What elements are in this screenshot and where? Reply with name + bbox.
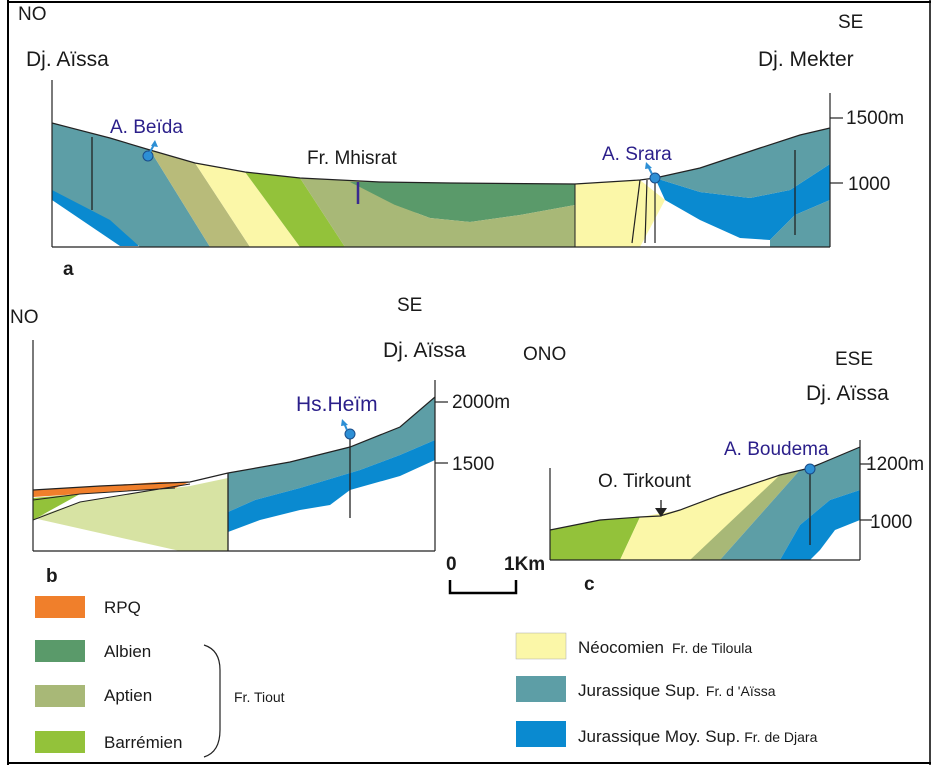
scale-bar: 0 1Km bbox=[446, 554, 545, 595]
cross-section-b: NO SE Dj. Aïssa Hs.Heïm 2000m 1500 b bbox=[10, 295, 510, 587]
section-c-barremien-layer bbox=[550, 517, 640, 560]
section-c-neocomien-layer bbox=[620, 470, 800, 560]
section-c-scale-1200: 1200m bbox=[866, 454, 924, 475]
section-b-scale-1500: 1500 bbox=[452, 454, 494, 475]
legend-swatch-barremien bbox=[35, 731, 85, 753]
section-a-jurassique-sup-layer-east bbox=[655, 128, 830, 198]
section-a-barremien-layer bbox=[245, 172, 345, 247]
legend-row-jurassique-moy: Jurassique Moy. Sup. Fr. de Djara bbox=[578, 727, 818, 746]
legend-swatch-jurassique-sup bbox=[516, 676, 566, 702]
section-b-right-place: Dj. Aïssa bbox=[383, 339, 466, 362]
section-c-right-place: Dj. Aïssa bbox=[806, 382, 889, 405]
spring-a-beida-icon bbox=[142, 150, 154, 162]
section-a-right-place: Dj. Mekter bbox=[758, 48, 854, 71]
section-c-jurassique-moy-layer bbox=[780, 490, 860, 560]
legend-row-jurassique-sup: Jurassique Sup. Fr. d 'Aïssa bbox=[578, 681, 776, 700]
legend-row-neocomien: Néocomien Fr. de Tiloula bbox=[578, 638, 752, 657]
section-b-aptien-layer bbox=[33, 478, 228, 551]
section-a-aptien-lower bbox=[395, 205, 575, 247]
legend: RPQ Albien Aptien Barrémien Fr. Tiout Né… bbox=[35, 596, 818, 758]
legend-group-brace bbox=[203, 644, 221, 758]
section-b-scale-2000: 2000m bbox=[452, 392, 510, 413]
section-a-scale-1500: 1500m bbox=[846, 108, 904, 129]
section-a-letter: a bbox=[63, 259, 74, 280]
section-c-spring-label: A. Boudema bbox=[724, 439, 829, 460]
section-b-jurassique-sup-layer bbox=[228, 397, 435, 512]
section-a-right-direction: SE bbox=[838, 12, 863, 33]
spring-a-srara-icon bbox=[649, 172, 661, 184]
scale-bar-start: 0 bbox=[446, 554, 457, 575]
section-b-barremien-layer bbox=[33, 494, 80, 520]
section-a-left-place: Dj. Aïssa bbox=[26, 48, 109, 71]
section-b-topography bbox=[32, 396, 436, 491]
section-a-spring-left-label: A. Beïda bbox=[110, 117, 183, 138]
section-c-aptien-layer bbox=[690, 470, 800, 560]
legend-swatch-neocomien bbox=[515, 632, 567, 660]
legend-swatch-rpq bbox=[35, 596, 85, 618]
section-b-left-direction: NO bbox=[10, 307, 39, 328]
section-b-jurassique-moy-layer bbox=[228, 440, 435, 532]
section-a-neocomien-layer bbox=[195, 163, 300, 247]
scale-bar-end: 1Km bbox=[504, 554, 545, 575]
section-c-right-direction: ESE bbox=[835, 349, 873, 370]
section-c-jurassique-sup-layer bbox=[720, 447, 860, 560]
section-c-letter: c bbox=[584, 574, 595, 595]
section-a-topography bbox=[51, 122, 831, 185]
legend-swatch-albien bbox=[35, 640, 85, 662]
legend-label-barremien: Barrémien bbox=[104, 733, 182, 752]
section-b-right-direction: SE bbox=[397, 295, 422, 316]
section-c-left-direction: ONO bbox=[523, 344, 566, 365]
spring-c-boudema-icon bbox=[804, 463, 816, 475]
section-a-jurassique-moy-layer-east bbox=[655, 164, 830, 240]
section-a-formation-label: Fr. Mhisrat bbox=[307, 148, 397, 169]
section-a-albien-layer bbox=[350, 182, 575, 222]
legend-swatch-jurassique-moy bbox=[516, 721, 566, 747]
section-a-left-direction: NO bbox=[18, 4, 47, 25]
legend-group-label: Fr. Tiout bbox=[234, 689, 285, 705]
section-a-neocomien-layer-east bbox=[575, 180, 665, 247]
legend-swatch-aptien bbox=[35, 685, 85, 707]
section-a-aptien-layer-west bbox=[150, 150, 250, 247]
section-c-scale-1000: 1000 bbox=[870, 512, 912, 533]
legend-label-albien: Albien bbox=[104, 642, 151, 661]
figure-frame bbox=[7, 0, 931, 765]
legend-label-aptien: Aptien bbox=[104, 686, 152, 705]
section-c-river-label: O. Tirkount bbox=[598, 471, 692, 492]
section-b-spring-label: Hs.Heïm bbox=[296, 393, 378, 416]
spring-b-heim-icon bbox=[344, 428, 356, 440]
section-a-jurassique-sup-deep-east bbox=[770, 200, 830, 247]
section-c-topography bbox=[549, 446, 861, 531]
cross-section-c: ONO ESE Dj. Aïssa A. Boudema O. Tirkount… bbox=[523, 344, 924, 595]
river-arrow-icon bbox=[655, 508, 667, 517]
cross-section-a: NO SE Dj. Aïssa Dj. Mekter A. Beïda A. S… bbox=[18, 4, 904, 280]
legend-label-rpq: RPQ bbox=[104, 598, 141, 617]
section-b-letter: b bbox=[46, 566, 58, 587]
section-a-spring-right-label: A. Srara bbox=[602, 144, 672, 165]
section-a-scale-1000: 1000 bbox=[848, 174, 890, 195]
section-b-rpq-layer bbox=[33, 482, 190, 497]
